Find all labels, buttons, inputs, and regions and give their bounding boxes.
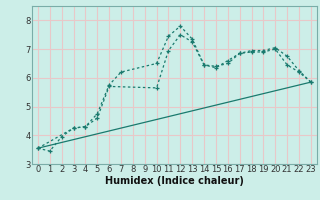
X-axis label: Humidex (Indice chaleur): Humidex (Indice chaleur) bbox=[105, 176, 244, 186]
